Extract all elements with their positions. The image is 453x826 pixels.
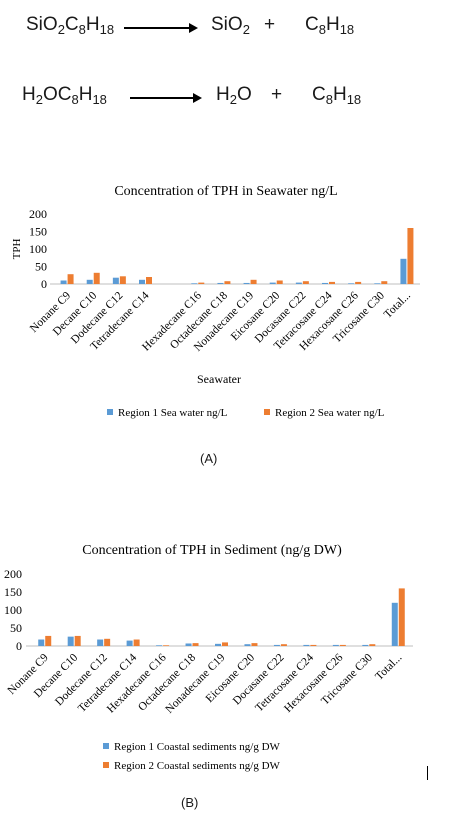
sediment-tph-chart: Concentration of TPH in Sediment (ng/g D… xyxy=(4,543,413,772)
bar-1-docasane-c22 xyxy=(273,644,280,646)
bar-2-nonane-c9 xyxy=(67,274,74,284)
bar-1-nonane-c9 xyxy=(38,639,45,646)
y-tick-label: 100 xyxy=(4,603,22,617)
bar-2-decane-c10 xyxy=(93,272,100,284)
legend-swatch xyxy=(107,409,113,415)
bar-1-octadecane-c18 xyxy=(185,643,192,646)
bar-2-total- xyxy=(407,228,414,284)
bar-2-tetracosane-c24 xyxy=(329,281,335,284)
bar-1-octadecane-c18 xyxy=(217,282,224,284)
equation-1-plus: + xyxy=(264,14,276,35)
equation-1-reactant: SiO2C8H18 xyxy=(26,14,115,37)
y-tick-label: 0 xyxy=(41,277,47,291)
bar-1-eicosane-c20 xyxy=(244,644,251,646)
text-cursor xyxy=(427,766,428,780)
bar-2-tricosane-c30 xyxy=(369,644,376,646)
bar-1-nonadecane-c19 xyxy=(215,643,221,646)
bar-1-nonadecane-c19 xyxy=(243,282,250,284)
legend-swatch xyxy=(103,762,109,768)
seawater-tph-chart: Concentration of TPH in Seawater ng/L 0 50… xyxy=(11,184,420,419)
bar-2-hexadecane-c16 xyxy=(198,282,205,284)
legend-label: Region 1 Coastal sediments ng/g DW xyxy=(114,741,281,753)
y-tick-label: 200 xyxy=(4,567,22,581)
legend-swatch xyxy=(103,743,109,749)
equation-1-product-2: C8H18 xyxy=(305,14,355,37)
bar-1-tetracosane-c24 xyxy=(322,282,328,284)
bar-2-dodecane-c12 xyxy=(104,638,111,646)
bar-2-hexadecane-c16 xyxy=(163,645,170,646)
x-tick-label: Total... xyxy=(373,652,404,683)
reaction-arrow-icon xyxy=(130,93,202,102)
bar-1-hexadecane-c16 xyxy=(191,283,198,284)
equation-2-product-1: H2O xyxy=(216,84,252,107)
bar-2-tetradecane-c14 xyxy=(146,277,152,284)
bar-2-docasane-c22 xyxy=(280,644,287,646)
legend-label: Region 2 Sea water ng/L xyxy=(275,407,385,419)
y-axis-title: TPH xyxy=(11,239,23,260)
bar-2-octadecane-c18 xyxy=(224,281,231,284)
legend-label: Region 1 Sea water ng/L xyxy=(118,407,228,419)
bar-1-docasane-c22 xyxy=(295,282,302,284)
equation-2-product-2: C8H18 xyxy=(312,84,362,107)
bar-1-decane-c10 xyxy=(86,279,93,284)
bar-2-docasane-c22 xyxy=(302,281,309,284)
panel-label-b: (B) xyxy=(181,795,199,810)
y-tick-label: 50 xyxy=(35,260,47,274)
bar-1-tetradecane-c14 xyxy=(139,279,145,284)
bar-2-hexacosane-c26 xyxy=(355,281,362,284)
bar-2-total- xyxy=(398,588,405,646)
legend-swatch xyxy=(264,409,270,415)
bar-2-tetracosane-c24 xyxy=(310,644,317,646)
bar-1-dodecane-c12 xyxy=(97,639,104,646)
bar-2-tetradecane-c14 xyxy=(133,639,140,646)
bar-1-tricosane-c30 xyxy=(362,644,369,646)
y-tick-label: 50 xyxy=(10,621,22,635)
bar-1-nonane-c9 xyxy=(60,280,67,284)
bar-1-total- xyxy=(400,258,407,284)
y-tick-label: 150 xyxy=(29,225,47,239)
y-tick-label: 0 xyxy=(16,639,22,653)
bar-1-dodecane-c12 xyxy=(112,277,119,284)
bar-2-eicosane-c20 xyxy=(276,280,283,284)
bar-2-decane-c10 xyxy=(74,635,81,646)
bar-2-octadecane-c18 xyxy=(192,643,199,646)
reaction-arrow-icon xyxy=(124,23,198,32)
bar-2-nonadecane-c19 xyxy=(250,279,257,284)
bar-1-tricosane-c30 xyxy=(374,283,381,284)
bar-1-total- xyxy=(391,602,398,646)
chart-title: Concentration of TPH in Seawater ng/L xyxy=(114,184,337,199)
bar-2-eicosane-c20 xyxy=(251,643,258,646)
bar-1-hexacosane-c26 xyxy=(348,283,355,284)
equation-2-reactant: H2OC8H18 xyxy=(22,84,107,107)
bar-2-hexacosane-c26 xyxy=(339,644,346,646)
bar-1-decane-c10 xyxy=(67,636,74,646)
bar-1-eicosane-c20 xyxy=(269,282,276,284)
equation-2-plus: + xyxy=(271,84,283,105)
bar-2-tricosane-c30 xyxy=(381,281,388,284)
equation-1: SiO2C8H18 SiO2 + C8H18 xyxy=(0,8,453,48)
bar-2-nonane-c9 xyxy=(45,635,52,646)
panel-label-a: (A) xyxy=(200,451,218,466)
equation-1-product-1: SiO2 xyxy=(211,14,250,37)
chart-title: Concentration of TPH in Sediment (ng/g D… xyxy=(82,543,342,558)
bar-1-hexacosane-c26 xyxy=(332,644,339,646)
bar-2-dodecane-c12 xyxy=(119,276,126,284)
bar-2-nonadecane-c19 xyxy=(222,642,228,646)
bar-1-tetradecane-c14 xyxy=(126,640,133,646)
bar-1-tetracosane-c24 xyxy=(303,644,310,646)
legend-label: Region 2 Coastal sediments ng/g DW xyxy=(114,760,281,772)
bar-1-hexadecane-c16 xyxy=(156,645,163,646)
y-tick-label: 200 xyxy=(29,207,47,221)
x-tick-label: Total... xyxy=(382,290,413,321)
y-tick-label: 100 xyxy=(29,242,47,256)
y-tick-label: 150 xyxy=(4,585,22,599)
equation-2: H2OC8H18 H2O + C8H18 xyxy=(0,78,453,118)
x-axis-title: Seawater xyxy=(197,372,241,386)
